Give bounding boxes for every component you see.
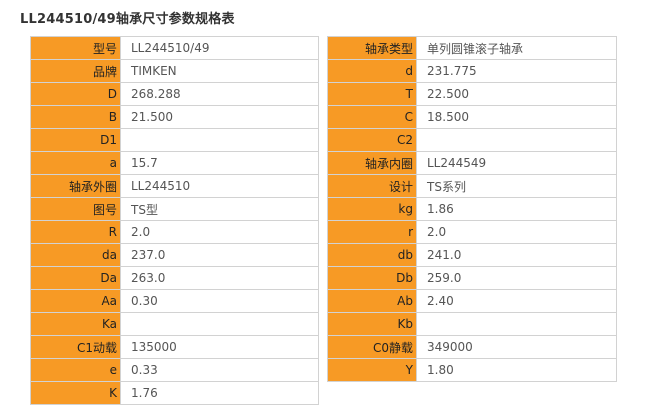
left-table-row: K 1.76: [30, 381, 319, 405]
spec-value: 18.500: [416, 105, 617, 129]
spec-label: da: [30, 243, 121, 267]
left-table-row: D1: [30, 128, 319, 152]
left-table-row: da 237.0: [30, 243, 319, 267]
left-table-row: 品牌 TIMKEN: [30, 59, 319, 83]
spec-table-right: 轴承类型 单列圆锥滚子轴承 d 231.775 T 22.500 C 18.500 C2 轴承内圈…: [327, 36, 617, 382]
right-table-row: kg 1.86: [327, 197, 617, 221]
left-table-row: Da 263.0: [30, 266, 319, 290]
spec-value: TS系列: [416, 174, 617, 198]
right-table-row: r 2.0: [327, 220, 617, 244]
spec-label: B: [30, 105, 121, 129]
spec-value: 237.0: [120, 243, 319, 267]
right-table-row: db 241.0: [327, 243, 617, 267]
spec-label: 型号: [30, 36, 121, 60]
spec-value: 135000: [120, 335, 319, 359]
spec-label: Ab: [327, 289, 417, 313]
spec-value: TS型: [120, 197, 319, 221]
spec-value: 1.80: [416, 358, 617, 382]
left-table-row: B 21.500: [30, 105, 319, 129]
left-table-row: Aa 0.30: [30, 289, 319, 313]
spec-value: 1.86: [416, 197, 617, 221]
left-table-row: a 15.7: [30, 151, 319, 175]
spec-value: [416, 128, 617, 152]
right-table-row: C2: [327, 128, 617, 152]
spec-value: TIMKEN: [120, 59, 319, 83]
spec-label: Y: [327, 358, 417, 382]
spec-value: LL244510: [120, 174, 319, 198]
spec-value: 21.500: [120, 105, 319, 129]
left-table-row: 轴承外圈 LL244510: [30, 174, 319, 198]
right-table-row: C0静载 349000: [327, 335, 617, 359]
right-table-row: C 18.500: [327, 105, 617, 129]
spec-label: T: [327, 82, 417, 106]
left-table-row: Ka: [30, 312, 319, 336]
spec-value: 349000: [416, 335, 617, 359]
spec-label: a: [30, 151, 121, 175]
left-table-row: e 0.33: [30, 358, 319, 382]
spec-value: 241.0: [416, 243, 617, 267]
spec-label: Db: [327, 266, 417, 290]
spec-label: 品牌: [30, 59, 121, 83]
right-table-row: 设计 TS系列: [327, 174, 617, 198]
left-table-row: D 268.288: [30, 82, 319, 106]
spec-label: Aa: [30, 289, 121, 313]
right-table-row: Y 1.80: [327, 358, 617, 382]
spec-value: 0.30: [120, 289, 319, 313]
spec-value: 2.40: [416, 289, 617, 313]
spec-label: kg: [327, 197, 417, 221]
spec-label: K: [30, 381, 121, 405]
left-table-row: R 2.0: [30, 220, 319, 244]
spec-label: 轴承外圈: [30, 174, 121, 198]
spec-label: R: [30, 220, 121, 244]
spec-label: C0静载: [327, 335, 417, 359]
right-table-row: 轴承类型 单列圆锥滚子轴承: [327, 36, 617, 60]
spec-label: d: [327, 59, 417, 83]
right-table-row: 轴承内圈 LL244549: [327, 151, 617, 175]
spec-value: LL244549: [416, 151, 617, 175]
spec-value: 22.500: [416, 82, 617, 106]
spec-value: [120, 312, 319, 336]
right-table-row: Db 259.0: [327, 266, 617, 290]
spec-value: 0.33: [120, 358, 319, 382]
spec-label: Da: [30, 266, 121, 290]
spec-value: 259.0: [416, 266, 617, 290]
spec-value: 263.0: [120, 266, 319, 290]
spec-label: 轴承类型: [327, 36, 417, 60]
spec-label: r: [327, 220, 417, 244]
spec-label: 设计: [327, 174, 417, 198]
page-title: LL244510/49轴承尺寸参数规格表: [20, 12, 235, 27]
spec-label: C: [327, 105, 417, 129]
right-table-row: T 22.500: [327, 82, 617, 106]
spec-label: Ka: [30, 312, 121, 336]
spec-label: db: [327, 243, 417, 267]
spec-value: 268.288: [120, 82, 319, 106]
left-table-row: 型号 LL244510/49: [30, 36, 319, 60]
spec-value: 2.0: [120, 220, 319, 244]
spec-label: D1: [30, 128, 121, 152]
spec-label: Kb: [327, 312, 417, 336]
spec-value: 15.7: [120, 151, 319, 175]
left-table-row: 图号 TS型: [30, 197, 319, 221]
spec-value: LL244510/49: [120, 36, 319, 60]
spec-label: 轴承内圈: [327, 151, 417, 175]
spec-value: 1.76: [120, 381, 319, 405]
spec-label: 图号: [30, 197, 121, 221]
spec-label: C2: [327, 128, 417, 152]
spec-table-left: 型号 LL244510/49 品牌 TIMKEN D 268.288 B 21.500 D1 a 1…: [30, 36, 319, 405]
spec-label: D: [30, 82, 121, 106]
right-table-row: Ab 2.40: [327, 289, 617, 313]
left-table-row: C1动载 135000: [30, 335, 319, 359]
right-table-row: Kb: [327, 312, 617, 336]
right-table-row: d 231.775: [327, 59, 617, 83]
spec-label: e: [30, 358, 121, 382]
spec-value: 2.0: [416, 220, 617, 244]
spec-value: 单列圆锥滚子轴承: [416, 36, 617, 60]
spec-value: [120, 128, 319, 152]
spec-value: 231.775: [416, 59, 617, 83]
spec-value: [416, 312, 617, 336]
spec-label: C1动载: [30, 335, 121, 359]
